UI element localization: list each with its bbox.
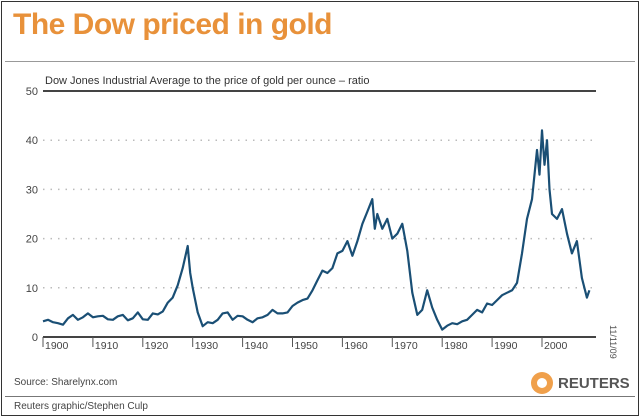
series-line [42, 129, 591, 331]
x-tick-label: 1970 [394, 340, 418, 352]
x-tick-label: 1960 [344, 340, 368, 352]
x-tick-label: 1980 [444, 340, 468, 352]
x-tick-label: 1950 [295, 340, 319, 352]
chart-subtitle: Dow Jones Industrial Average to the pric… [45, 75, 370, 87]
x-tick-label: 1910 [95, 340, 119, 352]
x-tick-label: 2000 [544, 340, 568, 352]
y-tick-label: 10 [26, 283, 38, 295]
credit-note: Reuters graphic/Stephen Culp [14, 401, 148, 412]
x-tick-label: 1900 [45, 340, 69, 352]
y-tick-label: 30 [26, 184, 38, 196]
x-tick-label: 1990 [494, 340, 518, 352]
chart-title: The Dow priced in gold [13, 8, 333, 41]
footer-divider [5, 396, 635, 397]
reuters-logo: REUTERS [530, 371, 630, 395]
y-tick-label: 40 [26, 135, 38, 147]
y-tick-label: 0 [32, 332, 38, 344]
title-divider [5, 61, 635, 62]
y-tick-label: 20 [26, 234, 38, 246]
y-tick-label: 50 [26, 86, 38, 98]
x-tick-label: 1920 [145, 340, 169, 352]
date-label: 11/11/09 [608, 325, 618, 359]
x-tick-label: 1930 [195, 340, 219, 352]
source-note: Source: Sharelynx.com [14, 377, 118, 388]
reuters-logo-icon [531, 372, 553, 394]
logo-text: REUTERS [558, 374, 630, 392]
x-tick-label: 1940 [245, 340, 269, 352]
